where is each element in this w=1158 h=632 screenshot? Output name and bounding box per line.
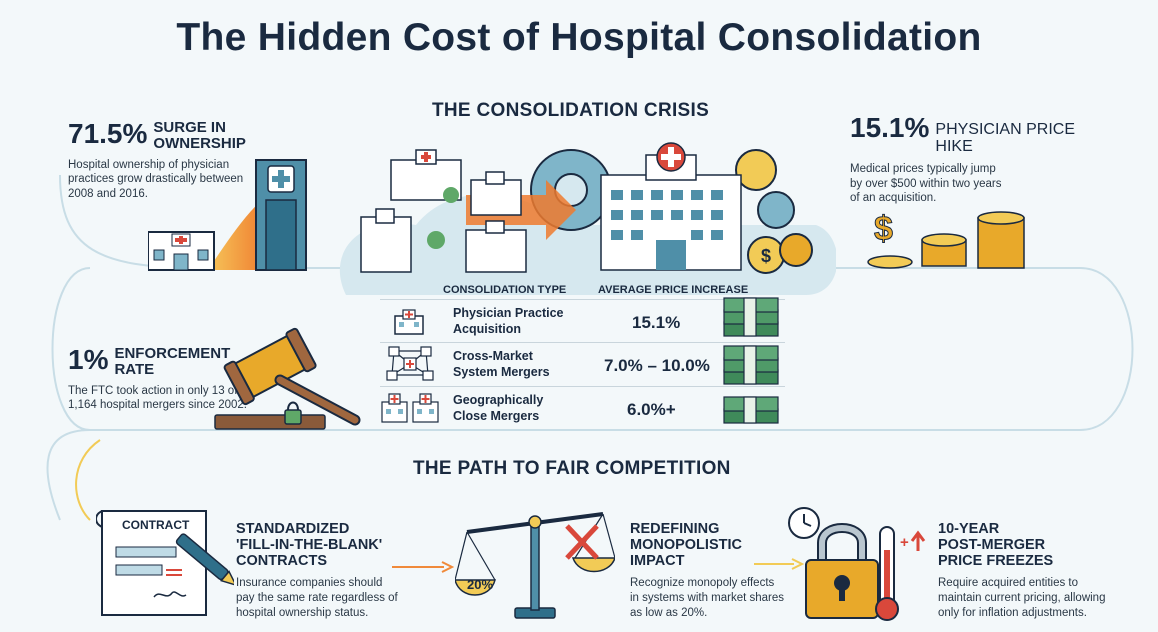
enforcement-label-line2: RATE <box>114 360 155 378</box>
solution-1-title-line1: STANDARDIZED <box>236 521 350 537</box>
ownership-desc-line3: 2008 and 2016. <box>68 188 148 201</box>
ownership-value: 71.5% <box>68 118 148 149</box>
solution-1-desc-line1: Insurance companies should <box>236 576 383 589</box>
coin-stacks-icon: $ <box>867 210 1025 269</box>
solution-3-title-line3: PRICE FREEZES <box>938 552 1054 569</box>
solution-3-title-line1: 10-YEAR <box>938 521 1000 537</box>
svg-text:+: + <box>900 534 909 551</box>
ownership-growth-icon <box>148 159 307 271</box>
balance-scale-icon <box>455 512 615 619</box>
gavel-icon <box>214 327 361 430</box>
money-stack-icon <box>723 297 779 337</box>
network-icon <box>386 346 434 381</box>
ownership-label-line1: SURGE IN <box>153 119 226 136</box>
scale-percent-label: 20% <box>467 577 494 592</box>
row-1-line2: Acquisition <box>453 321 522 336</box>
row-2-line1: Cross-Market <box>453 349 533 363</box>
enforcement-stat: 1% ENFORCEMENT RATE The FTC took action … <box>68 346 268 413</box>
solution-1-title-line2: 'FILL-IN-THE-BLANK' <box>236 536 383 553</box>
price-hike-desc-line1: Medical prices typically jump <box>850 162 996 175</box>
arrow-right-icon <box>392 561 454 573</box>
price-hike-desc-line2: by over $500 within two years <box>850 177 1002 190</box>
practice-icon <box>394 309 424 335</box>
solution-1-desc-line3: hospital ownership status. <box>236 606 369 619</box>
price-hike-value: 15.1% <box>850 112 930 143</box>
solution-2-title-line3: IMPACT <box>630 552 685 569</box>
money-stack-icon <box>723 396 779 424</box>
row-3-line1: Geographically <box>453 393 544 407</box>
solution-2-title-line1: REDEFINING <box>630 521 720 537</box>
page-title: The Hidden Cost of Hospital Consolidatio… <box>176 16 982 59</box>
contract-icon <box>96 510 234 616</box>
table-header-type: CONSOLIDATION TYPE <box>443 284 567 296</box>
table-divider <box>380 386 785 387</box>
solution-2-desc-line1: Recognize monopoly effects <box>630 576 775 589</box>
ownership-label-line2: OWNERSHIP <box>153 134 246 152</box>
enforcement-value: 1% <box>68 344 109 375</box>
table-row-3-value: 6.0%+ <box>627 400 676 419</box>
solution-1-title-line3: CONTRACTS <box>236 552 328 569</box>
solution-3-desc-line1: Require acquired entities to <box>938 576 1078 589</box>
ownership-stat: 71.5% SURGE IN OWNERSHIP Hospital owners… <box>68 120 268 202</box>
table-header-increase: AVERAGE PRICE INCREASE <box>598 284 749 296</box>
solution-2-desc-line2: in systems with market shares <box>630 591 785 604</box>
table-divider <box>380 342 785 343</box>
nearby-hospitals-icon <box>381 393 439 423</box>
consolidation-illustration: $ <box>339 142 836 295</box>
table-row-2-value: 7.0% – 10.0% <box>604 356 710 375</box>
price-hike-stat: 15.1% PHYSICIAN PRICE HIKE Medical price… <box>850 114 1110 206</box>
enforcement-desc-line1: The FTC took action in only 13 of <box>68 384 238 397</box>
ownership-desc-line1: Hospital ownership of physician <box>68 158 230 171</box>
solution-1-desc-line2: pay the same rate regardless of <box>236 591 398 604</box>
table-row-1-label: Physician Practice Acquisition <box>453 306 563 337</box>
price-hike-label: PHYSICIAN PRICE HIKE <box>935 121 1075 155</box>
price-freeze-icon: + <box>788 507 926 621</box>
row-2-line2: System Mergers <box>453 364 550 379</box>
enforcement-desc-line2: 1,164 hospital mergers since 2002. <box>68 399 247 412</box>
row-3-line2: Close Mergers <box>453 408 540 423</box>
arrow-right-icon <box>754 558 804 570</box>
ownership-desc-line2: practices grow drastically between <box>68 173 244 186</box>
solution-2-desc-line3: as low as 20%. <box>630 606 708 619</box>
svg-text:$: $ <box>874 210 893 248</box>
enforcement-label-line1: ENFORCEMENT <box>114 345 231 362</box>
solution-3-title-line2: POST-MERGER <box>938 536 1046 553</box>
solution-monopoly: REDEFINING MONOPOLISTIC IMPACT Recognize… <box>630 521 810 621</box>
table-row-1-value: 15.1% <box>632 313 681 332</box>
money-stack-icon <box>723 345 779 385</box>
contract-label: CONTRACT <box>122 518 190 532</box>
solution-contracts: STANDARDIZED 'FILL-IN-THE-BLANK' CONTRAC… <box>236 521 426 621</box>
solution-2-title-line2: MONOPOLISTIC <box>630 536 742 553</box>
table-row-2-label: Cross-Market System Mergers <box>453 349 550 380</box>
svg-text:$: $ <box>761 246 771 266</box>
table-row-3-label: Geographically Close Mergers <box>453 393 543 424</box>
crisis-heading: THE CONSOLIDATION CRISIS <box>432 100 710 121</box>
table-divider <box>380 299 785 300</box>
price-hike-desc-line3: of an acquisition. <box>850 192 937 205</box>
path-heading: THE PATH TO FAIR COMPETITION <box>413 458 731 479</box>
solution-price-freeze: 10-YEAR POST-MERGER PRICE FREEZES Requir… <box>938 521 1148 621</box>
solution-3-desc-line2: maintain current pricing, allowing <box>938 591 1106 604</box>
row-1-line1: Physician Practice <box>453 306 564 320</box>
solution-3-desc-line3: only for inflation adjustments. <box>938 606 1087 619</box>
